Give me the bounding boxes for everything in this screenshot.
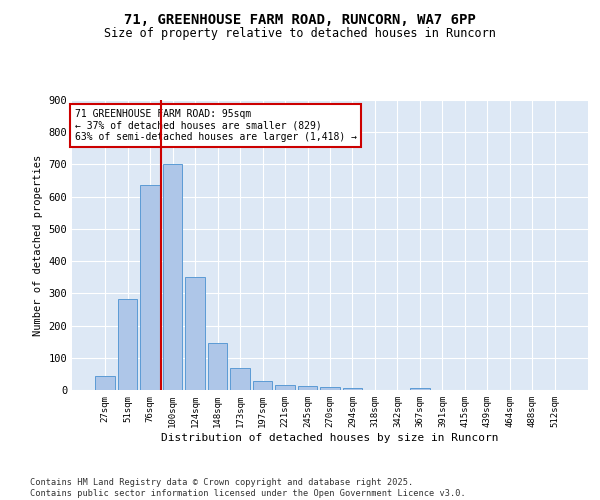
X-axis label: Distribution of detached houses by size in Runcorn: Distribution of detached houses by size … xyxy=(161,432,499,442)
Bar xyxy=(208,342,227,390)
Bar xyxy=(298,386,317,390)
Bar xyxy=(410,388,430,390)
Text: Contains HM Land Registry data © Crown copyright and database right 2025.
Contai: Contains HM Land Registry data © Crown c… xyxy=(30,478,466,498)
Bar xyxy=(95,376,115,390)
Text: 71, GREENHOUSE FARM ROAD, RUNCORN, WA7 6PP: 71, GREENHOUSE FARM ROAD, RUNCORN, WA7 6… xyxy=(124,12,476,26)
Bar xyxy=(320,387,340,390)
Bar xyxy=(343,388,362,390)
Text: 71 GREENHOUSE FARM ROAD: 95sqm
← 37% of detached houses are smaller (829)
63% of: 71 GREENHOUSE FARM ROAD: 95sqm ← 37% of … xyxy=(74,108,356,142)
Bar xyxy=(230,368,250,390)
Bar xyxy=(253,381,272,390)
Bar xyxy=(163,164,182,390)
Bar xyxy=(140,186,160,390)
Bar xyxy=(118,299,137,390)
Bar xyxy=(275,385,295,390)
Bar xyxy=(185,277,205,390)
Y-axis label: Number of detached properties: Number of detached properties xyxy=(33,154,43,336)
Text: Size of property relative to detached houses in Runcorn: Size of property relative to detached ho… xyxy=(104,28,496,40)
